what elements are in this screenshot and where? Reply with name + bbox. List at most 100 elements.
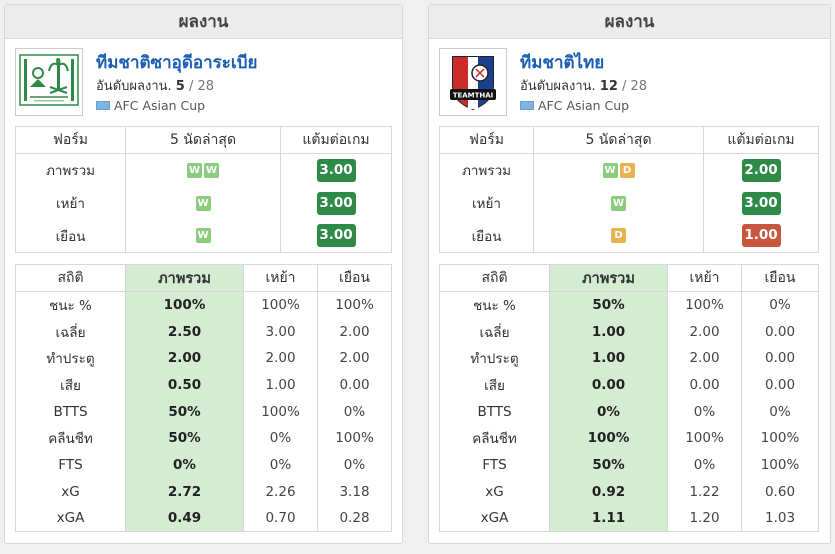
stat-overall: 0.92	[549, 478, 668, 505]
team-form-panel-thailand: ผลงาน TEAMTHAI ทีมชาติไทย อันดับผลงาน. 1…	[428, 4, 831, 544]
stats-row: ทำประตู 2.00 2.00 2.00	[15, 344, 392, 372]
stat-home: 3.00	[243, 318, 318, 345]
result-badge[interactable]: W	[204, 162, 219, 178]
form-row-label: เยือน	[439, 219, 534, 253]
team-info: ทีมชาติซาอุดีอาระเบีย อันดับผลงาน. 5 / 2…	[15, 48, 385, 120]
stat-overall: 0%	[549, 398, 668, 425]
stat-label: xG	[15, 478, 126, 505]
stat-overall: 50%	[125, 424, 244, 452]
stat-label: ทำประตู	[439, 344, 550, 372]
away-header[interactable]: เยือน	[317, 264, 392, 292]
form-results: W	[533, 186, 704, 220]
ppg-cell: 3.00	[280, 219, 392, 253]
stat-home: 0%	[667, 398, 742, 425]
stat-away: 100%	[317, 424, 392, 452]
stat-home: 100%	[667, 424, 742, 452]
league-link[interactable]: AFC Asian Cup	[96, 98, 205, 113]
rank-value: 12	[599, 79, 618, 94]
stat-home: 0%	[667, 451, 742, 479]
form-row-label: เหย้า	[15, 186, 126, 220]
stat-overall: 100%	[125, 291, 244, 319]
overall-header[interactable]: ภาพรวม	[549, 264, 668, 292]
overall-header[interactable]: ภาพรวม	[125, 264, 244, 292]
stats-row: BTTS 0% 0% 0%	[439, 398, 819, 425]
stat-label: xG	[439, 478, 550, 505]
league-link[interactable]: AFC Asian Cup	[520, 98, 629, 113]
stat-home: 1.22	[667, 478, 742, 505]
stat-overall: 0.50	[125, 371, 244, 399]
asia-flag-icon	[520, 101, 534, 110]
rank-label: อันดับผลงาน.	[520, 79, 596, 94]
away-header[interactable]: เยือน	[741, 264, 819, 292]
stat-away: 1.03	[741, 505, 819, 533]
stat-label: เฉลี่ย	[15, 318, 126, 345]
stats-row: ชนะ % 100% 100% 100%	[15, 291, 392, 319]
ppg-badge: 3.00	[316, 224, 356, 248]
result-badge[interactable]: W	[195, 195, 211, 211]
stat-home: 0.00	[667, 371, 742, 399]
result-badge[interactable]: W	[187, 162, 202, 178]
thailand-team-logo[interactable]: TEAMTHAI	[439, 48, 507, 116]
stats-row: FTS 50% 0% 100%	[439, 451, 819, 479]
form-row-home: เหย้า W 3.00	[439, 186, 819, 220]
result-badge[interactable]: W	[195, 228, 211, 244]
ppg-badge: 1.00	[741, 224, 781, 248]
ppg-cell: 3.00	[280, 186, 392, 220]
result-badge[interactable]: W	[611, 195, 626, 211]
ppg-cell: 3.00	[703, 186, 819, 220]
result-badge[interactable]: D	[611, 228, 626, 244]
ppg-cell: 2.00	[703, 153, 819, 187]
stats-row: ทำประตู 1.00 2.00 0.00	[439, 344, 819, 372]
stat-label: เฉลี่ย	[439, 318, 550, 345]
stat-away: 0.00	[741, 318, 819, 345]
result-badge[interactable]: W	[602, 162, 618, 178]
stat-overall: 1.00	[549, 318, 668, 345]
rank-value: 5	[175, 79, 185, 94]
stat-overall: 2.00	[125, 344, 244, 372]
stats-table: สถิติ ภาพรวม เหย้า เยือน ชนะ % 50% 100% 0% เ…	[439, 264, 819, 533]
form-row-label: ภาพรวม	[439, 153, 534, 187]
saudi-team-logo[interactable]	[15, 48, 83, 116]
stat-home: 2.00	[243, 344, 318, 372]
performance-rank: อันดับผลงาน. 5 / 28	[96, 75, 214, 96]
stat-away: 100%	[317, 291, 392, 319]
home-header[interactable]: เหย้า	[667, 264, 742, 292]
stat-home: 1.00	[243, 371, 318, 399]
home-header[interactable]: เหย้า	[243, 264, 318, 292]
logo-text: TEAMTHAI	[453, 92, 494, 100]
stat-label: เสีย	[439, 371, 550, 399]
stat-label: เสีย	[15, 371, 126, 399]
stat-away: 3.18	[317, 478, 392, 505]
team-info: TEAMTHAI ทีมชาติไทย อันดับผลงาน. 12 / 28…	[439, 48, 809, 120]
team-name-link[interactable]: ทีมชาติซาอุดีอาระเบีย	[96, 53, 258, 73]
stats-row: เสีย 0.00 0.00 0.00	[439, 371, 819, 399]
form-row-label: เยือน	[15, 219, 126, 253]
stat-label: xGA	[439, 505, 550, 533]
last5-header: 5 นัดล่าสุด	[125, 126, 281, 154]
stat-overall: 2.50	[125, 318, 244, 345]
stat-label: คลีนชีท	[439, 424, 550, 452]
stats-row: เฉลี่ย 2.50 3.00 2.00	[15, 318, 392, 345]
team-name-link[interactable]: ทีมชาติไทย	[520, 53, 605, 73]
stat-away: 0.00	[317, 371, 392, 399]
result-badge[interactable]: D	[619, 162, 635, 178]
form-results: W	[125, 186, 281, 220]
panel-title: ผลงาน	[5, 5, 402, 39]
form-row-label: ภาพรวม	[15, 153, 126, 187]
ppg-header: แต้มต่อเกม	[280, 126, 392, 154]
stat-home: 1.20	[667, 505, 742, 533]
stat-home: 0.70	[243, 505, 318, 533]
form-row-home: เหย้า W 3.00	[15, 186, 392, 220]
ppg-badge: 3.00	[316, 191, 356, 215]
stat-overall: 1.11	[549, 505, 668, 533]
rank-total: / 28	[622, 79, 648, 94]
form-row-away: เยือน W 3.00	[15, 219, 392, 253]
stat-home: 2.26	[243, 478, 318, 505]
form-row-label: เหย้า	[439, 186, 534, 220]
stats-header: สถิติ	[15, 264, 126, 292]
stat-label: xGA	[15, 505, 126, 533]
form-results: D	[533, 219, 704, 253]
